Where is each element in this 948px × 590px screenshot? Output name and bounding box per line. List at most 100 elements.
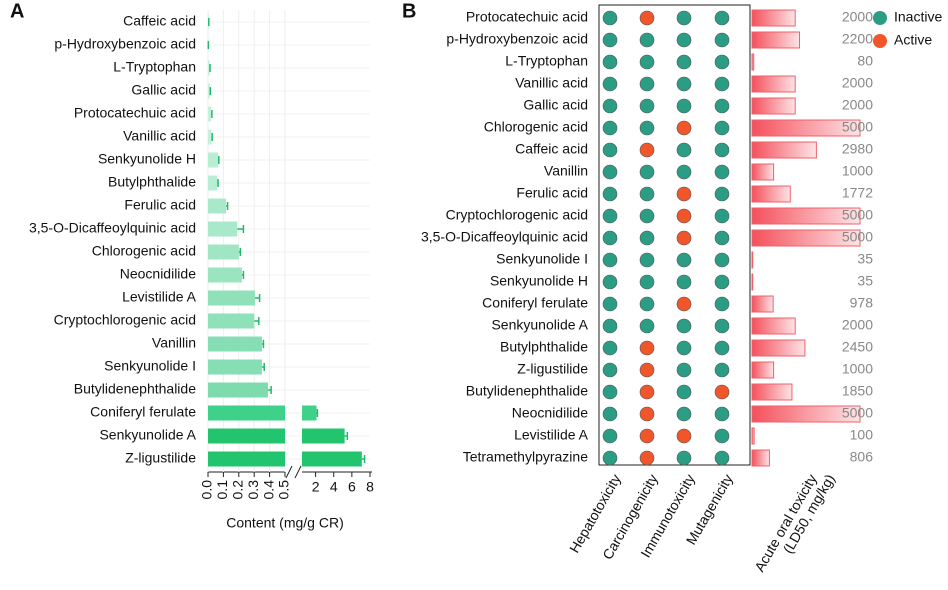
x-tick-label: 4 <box>330 479 338 495</box>
ld50-bar <box>751 449 770 467</box>
ld50-value: 2450 <box>842 339 873 355</box>
status-dot <box>602 142 618 158</box>
ld50-value: 5000 <box>842 119 873 135</box>
y-tick-label: Vanillic acid <box>515 75 588 91</box>
y-tick-label: Senkyunolide A <box>491 317 588 333</box>
ld50-value: 2000 <box>842 97 873 113</box>
status-dot <box>676 318 692 334</box>
y-tick-label: Neocnidilide <box>120 266 196 282</box>
y-tick-label: Senkyunolide I <box>104 358 196 374</box>
ld50-value: 2200 <box>842 31 873 47</box>
bar <box>302 451 362 467</box>
status-dot <box>639 54 655 70</box>
status-dot <box>676 10 692 26</box>
y-tick-label: Caffeic acid <box>123 13 196 29</box>
status-dot <box>714 142 730 158</box>
y-tick-label: L-Tryptophan <box>113 59 196 75</box>
legend-marker <box>873 11 887 25</box>
y-tick-label: Protocatechuic acid <box>466 9 588 25</box>
ld50-bar <box>751 251 754 269</box>
status-dot <box>676 54 692 70</box>
y-tick-label: Chlorogenic acid <box>92 243 196 259</box>
y-tick-label: Ferulic acid <box>124 197 196 213</box>
status-dot <box>676 362 692 378</box>
status-dot <box>676 340 692 356</box>
x-tick-label: 0.4 <box>260 480 276 500</box>
status-dot <box>602 186 618 202</box>
ld50-value: 5000 <box>842 207 873 223</box>
status-dot <box>714 32 730 48</box>
status-dot <box>714 208 730 224</box>
ld50-value: 1850 <box>842 383 873 399</box>
ld50-value: 35 <box>857 251 873 267</box>
x-tick-label: 0.2 <box>230 480 246 500</box>
status-dot <box>602 76 618 92</box>
y-tick-label: Chlorogenic acid <box>484 119 588 135</box>
y-tick-label: p-Hydroxybenzoic acid <box>54 36 196 52</box>
ld50-bar <box>751 427 755 445</box>
status-dot <box>602 32 618 48</box>
x-axis-label: Content (mg/g CR) <box>226 515 343 531</box>
y-tick-label: Senkyunolide H <box>490 273 588 289</box>
ld50-bar <box>751 383 793 401</box>
y-tick-label: Z-ligustilide <box>125 450 196 466</box>
ld50-value: 2980 <box>842 141 873 157</box>
status-dot <box>639 120 655 136</box>
y-tick-label: Z-ligustilide <box>517 361 588 377</box>
status-dot <box>602 428 618 444</box>
y-tick-label: Butylphthalide <box>108 174 196 190</box>
status-dot <box>639 406 655 422</box>
bar <box>208 267 242 283</box>
status-dot <box>714 54 730 70</box>
status-dot <box>602 10 618 26</box>
x-tick-label: 0.5 <box>276 480 292 500</box>
bar <box>302 428 345 444</box>
status-dot <box>639 252 655 268</box>
matrix-frame <box>598 4 751 466</box>
status-dot <box>676 450 692 466</box>
status-dot <box>639 450 655 466</box>
ld50-bar <box>751 9 796 27</box>
ld50-bar <box>751 53 755 71</box>
status-dot <box>676 164 692 180</box>
status-dot <box>676 120 692 136</box>
status-dot <box>639 98 655 114</box>
y-tick-label: L-Tryptophan <box>505 53 588 69</box>
status-dot <box>714 450 730 466</box>
ld50-bar <box>751 207 861 225</box>
status-dot <box>602 208 618 224</box>
status-dot <box>714 340 730 356</box>
status-dot <box>602 54 618 70</box>
status-dot <box>714 362 730 378</box>
bar <box>208 382 269 398</box>
status-dot <box>714 428 730 444</box>
y-tick-label: Levistilide A <box>514 427 589 443</box>
bar <box>208 359 262 375</box>
status-dot <box>676 296 692 312</box>
status-dot <box>676 252 692 268</box>
y-tick-label: Butylidenephthalide <box>466 383 588 399</box>
status-dot <box>676 76 692 92</box>
legend-label: Active <box>894 32 932 48</box>
ld50-value: 5000 <box>842 229 873 245</box>
ld50-bar <box>751 163 775 181</box>
y-tick-label: Coniferyl ferulate <box>482 295 588 311</box>
ld50-value: 1000 <box>842 361 873 377</box>
status-dot <box>676 406 692 422</box>
ld50-value: 1772 <box>842 185 873 201</box>
status-dot <box>639 186 655 202</box>
status-dot <box>602 120 618 136</box>
x-tick-label: 6 <box>348 479 356 495</box>
status-dot <box>602 362 618 378</box>
status-dot <box>714 186 730 202</box>
ld50-bar <box>751 97 796 115</box>
bar <box>208 336 262 352</box>
ld50-bar <box>751 185 791 203</box>
ld50-bar <box>751 141 817 159</box>
status-dot <box>602 384 618 400</box>
bar <box>208 83 210 99</box>
legend-marker <box>873 34 887 48</box>
y-tick-label: Cryptochlorogenic acid <box>54 312 196 328</box>
status-dot <box>602 274 618 290</box>
y-tick-label: Neocnidilide <box>512 405 588 421</box>
